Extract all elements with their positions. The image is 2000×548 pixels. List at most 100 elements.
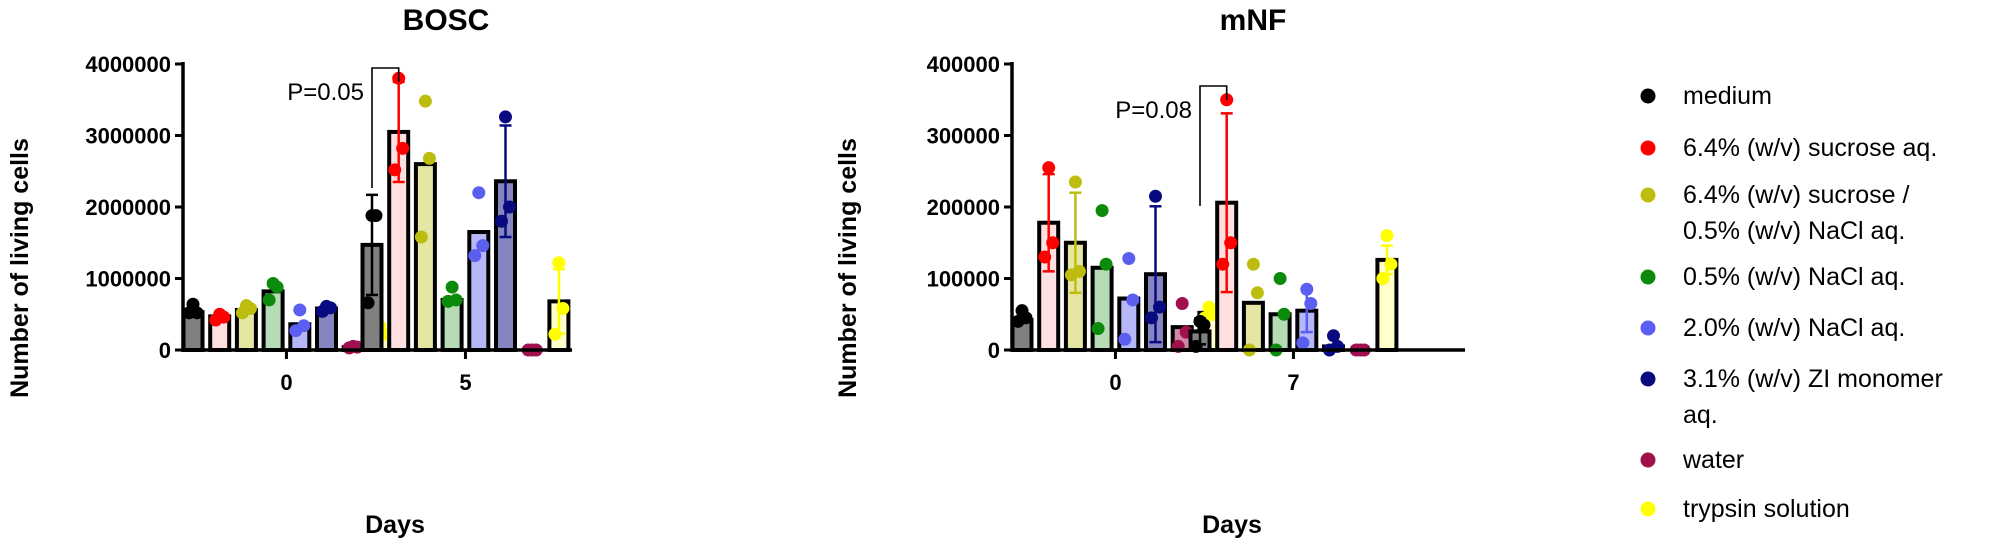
chart-title: BOSC bbox=[403, 4, 490, 37]
data-point bbox=[1304, 297, 1318, 311]
data-point bbox=[1384, 257, 1398, 271]
legend-label: 0.5% (w/v) NaCl aq. bbox=[1683, 263, 1905, 291]
y-tick-label: 2000000 bbox=[85, 195, 171, 220]
data-point bbox=[365, 209, 379, 223]
data-point bbox=[1277, 307, 1291, 321]
x-tick-label: 5 bbox=[459, 370, 471, 395]
data-point bbox=[1126, 293, 1140, 307]
y-tick-label: 200000 bbox=[927, 195, 1000, 220]
data-point bbox=[414, 230, 428, 244]
data-point bbox=[1246, 257, 1260, 271]
y-tick-label: 300000 bbox=[927, 124, 1000, 149]
data-point bbox=[1149, 189, 1162, 203]
legend-marker bbox=[1640, 320, 1656, 336]
bar-sucrose_nacl-day-7 bbox=[1241, 300, 1265, 352]
bar-nacl05-day-0 bbox=[1090, 265, 1114, 352]
y-tick-label: 0 bbox=[159, 338, 171, 363]
chart-mnf: mNF Number of living cells Days 0 100000 2… bbox=[834, 4, 1465, 539]
data-point bbox=[1224, 236, 1238, 250]
data-point bbox=[495, 214, 508, 228]
data-point bbox=[1068, 175, 1082, 189]
data-point bbox=[297, 319, 311, 333]
legend-label: 6.4% (w/v) sucrose / bbox=[1683, 181, 1910, 209]
significance-bracket bbox=[371, 67, 400, 188]
bar-nacl05-day-5 bbox=[440, 297, 464, 353]
legend-label: medium bbox=[1683, 82, 1772, 110]
y-tick-label: 1000000 bbox=[85, 267, 171, 292]
data-point bbox=[1300, 282, 1314, 296]
data-point bbox=[499, 110, 512, 124]
data-point bbox=[1015, 304, 1029, 318]
data-point bbox=[1193, 314, 1207, 328]
axes bbox=[1010, 62, 1465, 352]
y-axis-label: Number of living cells bbox=[834, 138, 862, 398]
data-point bbox=[1072, 264, 1086, 278]
significance-bracket bbox=[1199, 85, 1228, 206]
data-point bbox=[1202, 300, 1216, 314]
legend-label: 6.4% (w/v) sucrose aq. bbox=[1683, 134, 1937, 162]
data-point bbox=[1380, 229, 1394, 243]
p-value-annotation: P=0.08 bbox=[1115, 97, 1192, 124]
y-tick-label: 400000 bbox=[927, 52, 1000, 77]
data-point bbox=[418, 94, 432, 108]
legend-item-medium: medium bbox=[1640, 82, 1772, 110]
chart-title: mNF bbox=[1220, 4, 1287, 37]
legend-item-nacl20: 2.0% (w/v) NaCl aq. bbox=[1640, 314, 1905, 342]
data-point bbox=[1296, 336, 1310, 350]
data-point bbox=[1042, 161, 1056, 175]
y-tick-label: 100000 bbox=[927, 267, 1000, 292]
legend-marker bbox=[1640, 371, 1656, 387]
data-point bbox=[445, 280, 459, 294]
data-point bbox=[1145, 311, 1158, 325]
data-point bbox=[556, 302, 570, 316]
legend-item-sucrose_nacl: 6.4% (w/v) sucrose / 0.5% (w/v) NaCl aq. bbox=[1640, 181, 1910, 245]
data-point bbox=[1175, 297, 1189, 311]
data-point bbox=[1122, 251, 1136, 265]
x-tick-label: 0 bbox=[280, 370, 292, 395]
legend-item-nacl05: 0.5% (w/v) NaCl aq. bbox=[1640, 263, 1905, 291]
data-point bbox=[320, 299, 333, 313]
x-axis-label: Days bbox=[365, 511, 425, 539]
data-point bbox=[293, 303, 307, 317]
data-point bbox=[449, 293, 463, 307]
data-point bbox=[1046, 236, 1060, 250]
legend-label: 0.5% (w/v) NaCl aq. bbox=[1683, 217, 1905, 245]
legend-item-water: water bbox=[1640, 446, 1744, 474]
data-point bbox=[186, 297, 200, 311]
legend-label: 2.0% (w/v) NaCl aq. bbox=[1683, 314, 1905, 342]
axes bbox=[181, 62, 572, 352]
legend-marker bbox=[1640, 140, 1656, 156]
data-point bbox=[1095, 204, 1109, 218]
data-point bbox=[1376, 272, 1390, 285]
data-point bbox=[503, 200, 516, 214]
legend-item-sucrose: 6.4% (w/v) sucrose aq. bbox=[1640, 134, 1937, 162]
legend-marker bbox=[1640, 88, 1656, 104]
y-tick-label: 4000000 bbox=[85, 52, 171, 77]
data-point bbox=[476, 239, 490, 253]
y-tick-label: 0 bbox=[988, 338, 1000, 363]
data-point bbox=[361, 296, 375, 310]
data-point bbox=[1216, 257, 1230, 271]
data-point bbox=[1099, 257, 1113, 271]
data-point bbox=[1250, 286, 1264, 300]
y-tick-label: 3000000 bbox=[85, 124, 171, 149]
data-point bbox=[1327, 329, 1340, 343]
data-point bbox=[239, 299, 253, 313]
data-point bbox=[548, 327, 562, 341]
legend-label: aq. bbox=[1683, 401, 1718, 429]
data-point bbox=[213, 307, 227, 321]
data-point bbox=[1153, 300, 1166, 314]
legend-item-trypsin: trypsin solution bbox=[1640, 495, 1850, 523]
legend: medium 6.4% (w/v) sucrose aq. 6.4% (w/v) s… bbox=[1640, 82, 1943, 523]
data-point bbox=[552, 256, 566, 270]
legend-marker bbox=[1640, 452, 1656, 468]
data-point bbox=[1038, 250, 1052, 264]
data-point bbox=[1273, 272, 1287, 285]
bar-sucrose_nacl-day-5 bbox=[413, 162, 437, 352]
legend-marker bbox=[1640, 187, 1656, 203]
data-point bbox=[388, 163, 402, 177]
legend-label: trypsin solution bbox=[1683, 495, 1850, 523]
data-point bbox=[396, 141, 410, 155]
legend-marker bbox=[1640, 501, 1656, 517]
